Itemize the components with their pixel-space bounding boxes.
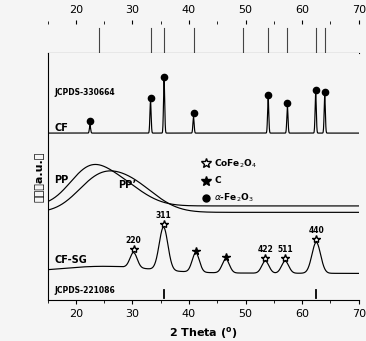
Text: 422: 422 xyxy=(257,245,273,254)
Text: C: C xyxy=(214,176,221,185)
Text: 311: 311 xyxy=(156,211,171,220)
Y-axis label: 强度（a.u.）: 强度（a.u.） xyxy=(35,152,45,202)
Text: 440: 440 xyxy=(309,226,324,235)
Text: CoFe$_2$O$_4$: CoFe$_2$O$_4$ xyxy=(214,157,257,169)
Text: 511: 511 xyxy=(277,245,293,254)
Text: JCPDS-221086: JCPDS-221086 xyxy=(55,286,115,295)
Text: PP: PP xyxy=(55,175,68,185)
Text: 220: 220 xyxy=(126,236,141,246)
X-axis label: 2 Theta ($\mathregular{^o}$): 2 Theta ($\mathregular{^o}$) xyxy=(169,325,237,341)
Text: CF-SG: CF-SG xyxy=(55,254,87,265)
Text: $\alpha$-Fe$_2$O$_3$: $\alpha$-Fe$_2$O$_3$ xyxy=(214,191,254,204)
Text: CF: CF xyxy=(55,123,68,133)
Text: JCPDS-330664: JCPDS-330664 xyxy=(55,88,115,97)
Text: PP’: PP’ xyxy=(118,179,137,190)
